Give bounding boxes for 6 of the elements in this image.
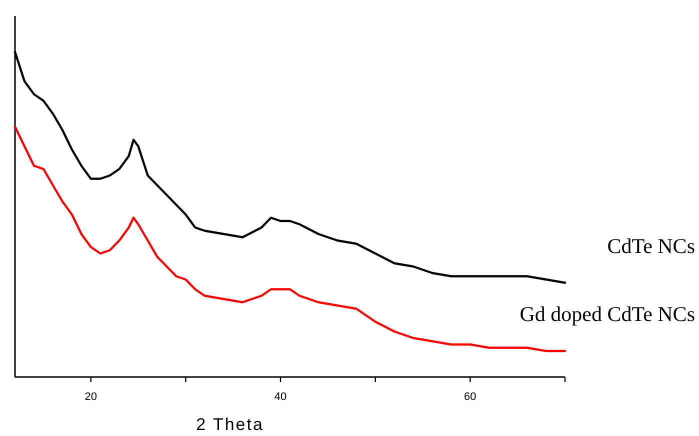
x-tick-label: 40 <box>274 391 287 403</box>
x-tick-label: 60 <box>464 391 476 403</box>
x-axis-title: 2 Theta <box>196 415 264 434</box>
series-label: Gd doped CdTe NCs <box>520 302 695 326</box>
text: CdTe NCs <box>607 234 695 258</box>
x-tick-label: 20 <box>84 391 97 403</box>
